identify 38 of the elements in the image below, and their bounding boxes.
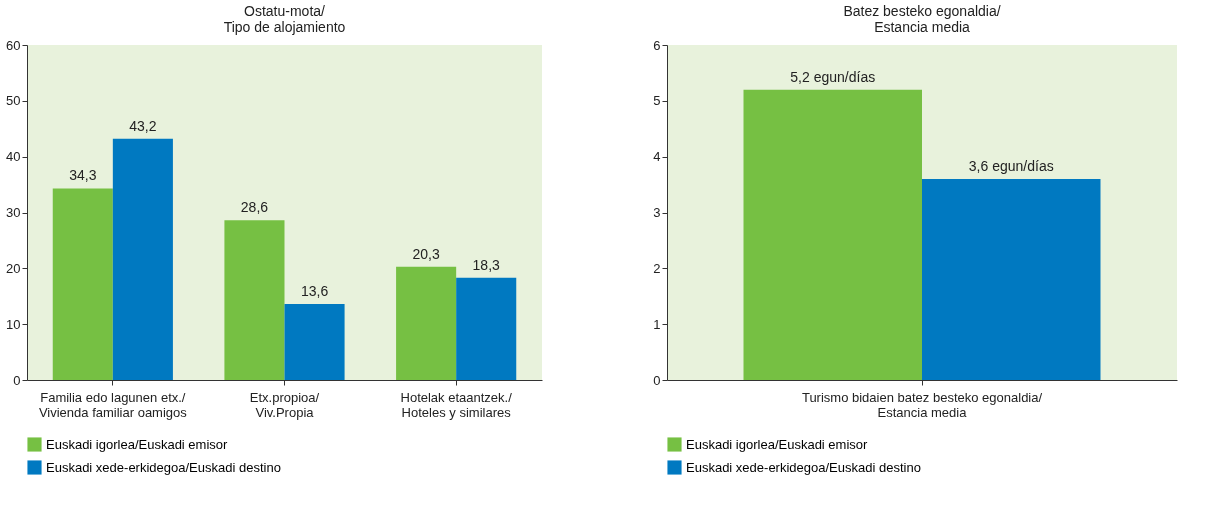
chart-title: Ostatu-mota/ Tipo de alojamiento	[223, 3, 346, 35]
x-tick-label: Familia edo lagunen etx./ Vivienda familiar oamigos	[38, 389, 188, 420]
data-label: 3,6 egun/días	[968, 158, 1054, 174]
legend-label: Euskadi igorlea/Euskadi emisor	[686, 436, 869, 452]
y-tick-label: 5	[653, 93, 661, 109]
x-tick-label: Etx.propioa/ Viv.Propia	[249, 389, 320, 420]
data-label: 28,6	[240, 199, 269, 216]
data-label: 5,2 egun/días	[790, 68, 876, 85]
y-tick-label: 4	[653, 149, 661, 165]
y-tick-label: 0	[13, 372, 21, 388]
x-tick-label: Hotelak etaantzek./ Hoteles y similares	[400, 389, 513, 420]
legend-label: Euskadi xede-erkidegoa/Euskadi destino	[686, 459, 921, 475]
bar	[456, 277, 517, 380]
y-tick-label: 40	[6, 149, 21, 165]
y-tick-label: 60	[6, 37, 21, 53]
bar	[284, 304, 345, 380]
data-label: 34,3	[69, 167, 97, 184]
bar	[52, 188, 113, 380]
legend-label: Euskadi xede-erkidegoa/Euskadi destino	[46, 459, 281, 475]
bar	[224, 220, 285, 380]
y-tick-label: 10	[6, 316, 21, 332]
y-tick-label: 1	[653, 316, 661, 332]
chart-title: Batez besteko egonaldia/ Estancia media	[843, 3, 1001, 35]
data-label: 13,6	[300, 283, 329, 300]
legend-label: Euskadi igorlea/Euskadi emisor	[46, 436, 229, 452]
y-tick-label: 30	[6, 205, 21, 220]
y-tick-label: 0	[653, 372, 661, 388]
y-tick-label: 6	[653, 37, 661, 53]
bar	[396, 266, 457, 380]
bar	[112, 138, 173, 380]
data-label: 18,3	[472, 256, 501, 273]
data-label: 20,3	[412, 245, 440, 262]
y-tick-label: 2	[653, 260, 661, 276]
data-label: 43,2	[129, 117, 157, 134]
y-tick-label: 20	[6, 260, 21, 276]
x-tick-label: Turismo bidaien batez besteko egonaldia/ Estancia media	[801, 389, 1043, 420]
y-tick-label: 3	[653, 205, 661, 220]
y-tick-label: 50	[6, 93, 21, 109]
